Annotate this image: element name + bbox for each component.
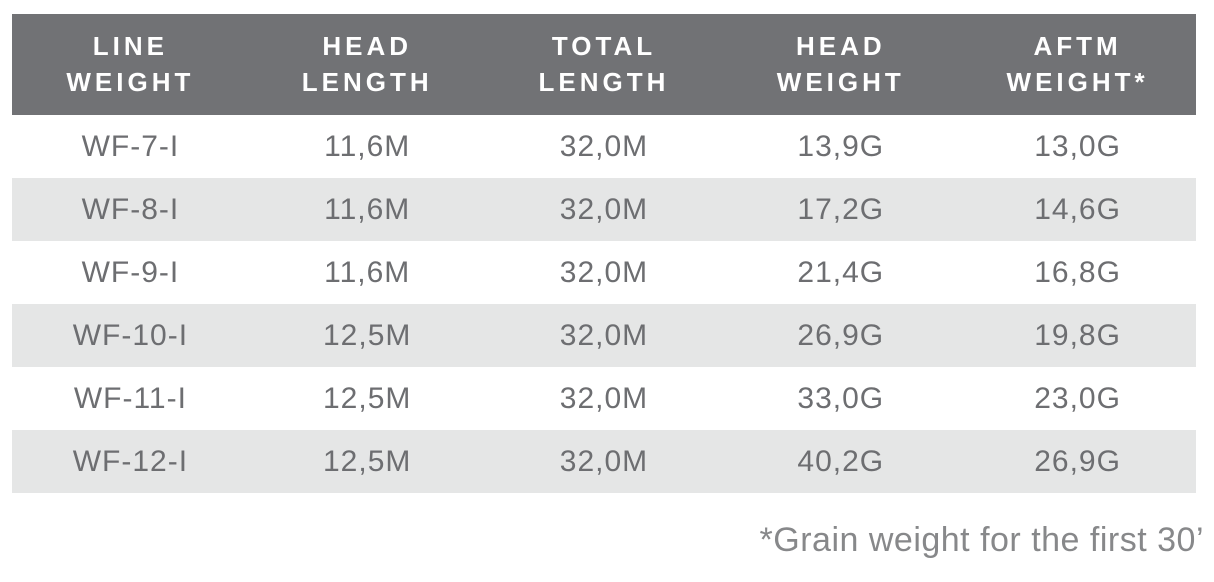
cell-head-length: 12,5M — [323, 444, 412, 478]
cell-total-length: 32,0M — [559, 444, 649, 478]
cell-line-weight: WF-12-I — [72, 444, 189, 478]
cell-line-weight: WF-9-I — [81, 255, 180, 289]
grain-weight-footnote: *Grain weight for the first 30’ — [759, 521, 1204, 559]
column-header-total-length: TOTAL LENGTH — [538, 31, 670, 97]
table-row: WF-10-I 12,5M 32,0M 26,9G 19,8G — [12, 304, 1196, 367]
table-row: WF-11-I 12,5M 32,0M 33,0G 23,0G — [12, 367, 1196, 430]
cell-line-weight: WF-11-I — [73, 381, 187, 415]
cell-aftm-weight: 13,0G — [1034, 129, 1121, 163]
cell-line-weight: WF-8-I — [81, 192, 180, 226]
cell-head-weight: 17,2G — [797, 192, 885, 226]
cell-head-length: 12,5M — [323, 381, 412, 415]
cell-aftm-weight: 26,9G — [1034, 444, 1121, 478]
cell-total-length: 32,0M — [559, 381, 649, 415]
cell-aftm-weight: 23,0G — [1034, 381, 1121, 415]
table-row: WF-9-I 11,6M 32,0M 21,4G 16,8G — [12, 241, 1196, 304]
cell-aftm-weight: 19,8G — [1034, 318, 1121, 352]
cell-total-length: 32,0M — [559, 192, 649, 226]
cell-total-length: 32,0M — [559, 255, 649, 289]
cell-head-weight: 21,4G — [797, 255, 885, 289]
table-header-row: LINE WEIGHT HEAD LENGTH TOTAL LENGTH HEA… — [12, 14, 1196, 115]
cell-head-weight: 33,0G — [797, 381, 885, 415]
cell-head-weight: 40,2G — [797, 444, 885, 478]
cell-head-length: 11,6M — [324, 192, 411, 226]
cell-head-length: 12,5M — [323, 318, 412, 352]
cell-total-length: 32,0M — [559, 318, 649, 352]
cell-head-weight: 26,9G — [797, 318, 885, 352]
cell-head-length: 11,6M — [324, 129, 411, 163]
cell-total-length: 32,0M — [559, 129, 649, 163]
table-row: WF-12-I 12,5M 32,0M 40,2G 26,9G — [12, 430, 1196, 493]
cell-aftm-weight: 16,8G — [1034, 255, 1121, 289]
table-row: WF-7-I 11,6M 32,0M 13,9G 13,0G — [12, 115, 1196, 178]
cell-head-weight: 13,9G — [797, 129, 885, 163]
cell-line-weight: WF-10-I — [72, 318, 189, 352]
cell-head-length: 11,6M — [324, 255, 411, 289]
column-header-line-weight: LINE WEIGHT — [66, 31, 195, 97]
cell-aftm-weight: 14,6G — [1034, 192, 1121, 226]
cell-line-weight: WF-7-I — [81, 129, 180, 163]
table-row: WF-8-I 11,6M 32,0M 17,2G 14,6G — [12, 178, 1196, 241]
column-header-head-weight: HEAD WEIGHT — [776, 31, 905, 97]
fly-line-spec-table: LINE WEIGHT HEAD LENGTH TOTAL LENGTH HEA… — [12, 14, 1196, 493]
column-header-aftm-weight: AFTM WEIGHT* — [1006, 31, 1149, 97]
column-header-head-length: HEAD LENGTH — [301, 31, 433, 97]
